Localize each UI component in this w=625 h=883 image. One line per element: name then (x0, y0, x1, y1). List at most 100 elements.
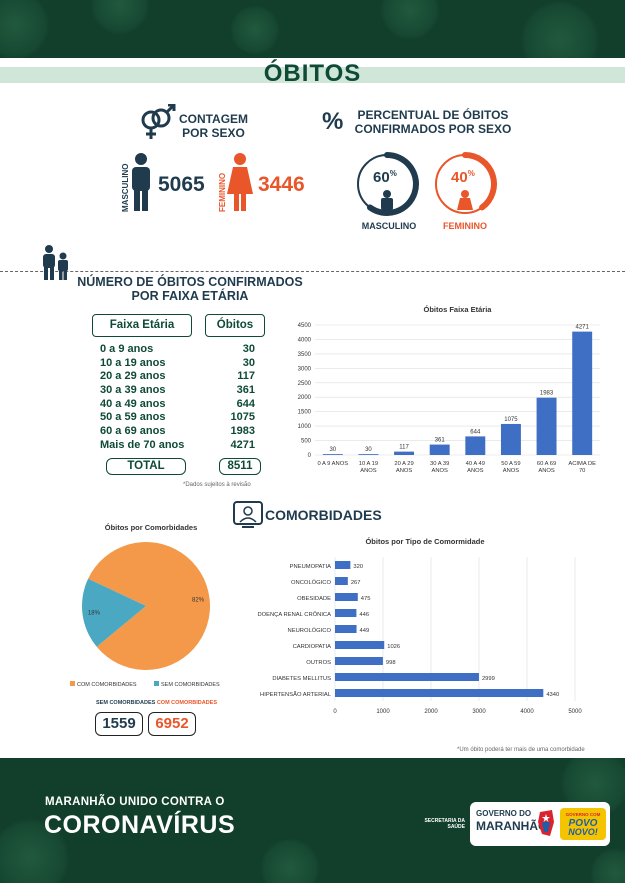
male-figure-icon (132, 153, 150, 211)
pie-slice (82, 578, 146, 647)
comorbidity-bar (335, 625, 357, 633)
age-deaths-cell: 1075 (230, 411, 255, 424)
sex-count-heading: CONTAGEM POR SEXO (178, 112, 249, 140)
pie-chart-title: Óbitos por Comorbidades (105, 523, 198, 532)
bar-data-label: 30 (329, 447, 336, 453)
y-tick-label: 4000 (298, 337, 312, 343)
age-deaths-cell: 30 (242, 356, 255, 369)
age-bar (536, 397, 557, 455)
comorbidity-bar (335, 689, 544, 697)
data-revision-note: *Dados sujeitos à revisão (183, 482, 251, 488)
bar-data-label: 30 (365, 447, 372, 453)
sex-percent-heading: PERCENTUAL DE ÓBITOS CONFIRMADOS POR SEX… (354, 108, 512, 136)
bar-data-label: 4271 (576, 325, 590, 331)
age-range-cell: 60 a 69 anos (100, 425, 166, 438)
header-banner (0, 0, 625, 58)
age-range-cell: 50 a 59 anos (100, 411, 166, 424)
age-deaths-cell: 361 (236, 384, 255, 397)
bar-data-label: 644 (470, 429, 481, 435)
male-percent-donut (357, 152, 419, 216)
comorbidity-note: *Um óbito poderá ter mais de uma comorbi… (457, 747, 585, 753)
age-bar (572, 331, 593, 455)
female-percent-value: 40% (451, 169, 475, 186)
comorbidity-bar (335, 673, 479, 681)
age-bar (465, 436, 486, 455)
comorbidity-bar (335, 577, 348, 585)
age-deaths-cell: 1983 (230, 425, 255, 438)
x-tick-label: 10 A 19 ANOS (359, 461, 378, 474)
gender-symbol-icon (141, 104, 176, 139)
age-section-heading: NÚMERO DE ÓBITOS CONFIRMADOS POR FAIXA E… (77, 275, 303, 303)
y-tick-label: 2000 (298, 395, 312, 401)
age-range-cell: 40 a 49 anos (100, 397, 166, 410)
pie-slice (88, 542, 210, 670)
legend-label: COM COMORBIDADES (77, 682, 137, 688)
x-tick-label: 3000 (472, 709, 486, 715)
age-table-body: 0 a 9 anos 30 10 a 19 anos 30 20 a 29 anos 11… (100, 343, 255, 453)
y-tick-label: OBESIDADE (297, 596, 331, 602)
y-tick-label: 2500 (298, 381, 312, 387)
bar-data-label: 267 (351, 580, 361, 586)
comorbidities-heading: COMORBIDADES (265, 507, 382, 523)
age-deaths-cell: 30 (242, 343, 255, 355)
y-tick-label: DOENÇA RENAL CRÔNICA (257, 611, 331, 618)
age-range-cell: 20 a 29 anos (100, 370, 166, 383)
x-tick-label: 2000 (424, 709, 438, 715)
x-tick-label: 60 A 69 ANOS (537, 461, 556, 474)
with-comorbidities-count: 6952 (148, 712, 196, 736)
pie-data-label: 18% (88, 611, 101, 617)
female-figure-icon (227, 153, 253, 211)
legend-swatch (154, 681, 159, 686)
bar-data-label: 1983 (540, 391, 554, 397)
legend-swatch (70, 681, 75, 686)
age-deaths-cell: 644 (236, 397, 255, 410)
female-percent-donut (435, 152, 497, 214)
table-row: 20 a 29 anos 117 (100, 370, 255, 384)
x-tick-label: 30 A 39 ANOS (430, 461, 449, 474)
comorbidity-bar (335, 641, 385, 649)
x-tick-label: 40 A 49 ANOS (466, 461, 485, 474)
x-tick-label: 0 A 9 ANOS (318, 461, 349, 467)
patient-monitor-icon (233, 501, 263, 528)
y-tick-label: 0 (308, 453, 312, 459)
male-percent-value: 60% (373, 169, 397, 186)
comorbidity-type-bar-chart: Óbitos por Tipo de Comormidade 0 1000 2000 3… (257, 537, 582, 715)
bar-data-label: 1026 (387, 644, 400, 650)
x-tick-label: ACIMA DE 70 (568, 461, 596, 474)
section-divider (0, 271, 625, 272)
total-value: 8511 (219, 458, 261, 475)
y-tick-label: DIABETES MELLITUS (272, 676, 331, 682)
counts-caption: SEM COMORBIDADES COM COMORBIDADES (96, 700, 218, 706)
age-chart-title: Óbitos Faixa Etária (424, 305, 493, 314)
x-tick-label: 0 (333, 709, 337, 715)
x-tick-label: 4000 (520, 709, 534, 715)
bar-data-label: 361 (435, 438, 446, 444)
age-bar (394, 451, 415, 455)
x-tick-label: 5000 (568, 709, 582, 715)
y-tick-label: OUTROS (306, 660, 331, 666)
comorbidity-bar (335, 657, 383, 665)
table-header-deaths: Óbitos (205, 314, 265, 337)
age-deaths-cell: 4271 (230, 438, 255, 451)
comorbidities-pie-chart: Óbitos por Comorbidades 82% 18% COM COMORBI… (70, 523, 220, 688)
x-tick-label: 1000 (376, 709, 390, 715)
age-bar-chart: Óbitos Faixa Etária 0 500 1000 1500 2000 2500 3… (298, 305, 600, 474)
x-tick-label: 50 A 59 ANOS (501, 461, 520, 474)
bar-data-label: 998 (386, 660, 396, 666)
y-tick-label: PNEUMOPATIA (290, 564, 331, 570)
table-row: 50 a 59 anos 1075 (100, 411, 255, 425)
age-bar (322, 454, 343, 455)
comorbidity-bar (335, 609, 357, 617)
people-icon (43, 245, 68, 280)
age-bar (429, 444, 450, 455)
state-map-icon (538, 810, 554, 836)
bar-data-label: 449 (360, 628, 370, 634)
y-tick-label: NEUROLÓGICO (288, 627, 332, 634)
table-row: Mais de 70 anos 4271 (100, 439, 255, 453)
bar-data-label: 475 (361, 596, 371, 602)
y-tick-label: 3000 (298, 366, 312, 372)
comorbidity-bar (335, 593, 358, 601)
bar-data-label: 320 (353, 564, 363, 570)
comorbidity-bar (335, 561, 351, 569)
footer-slogan-line1: MARANHÃO UNIDO CONTRA O (45, 796, 225, 808)
